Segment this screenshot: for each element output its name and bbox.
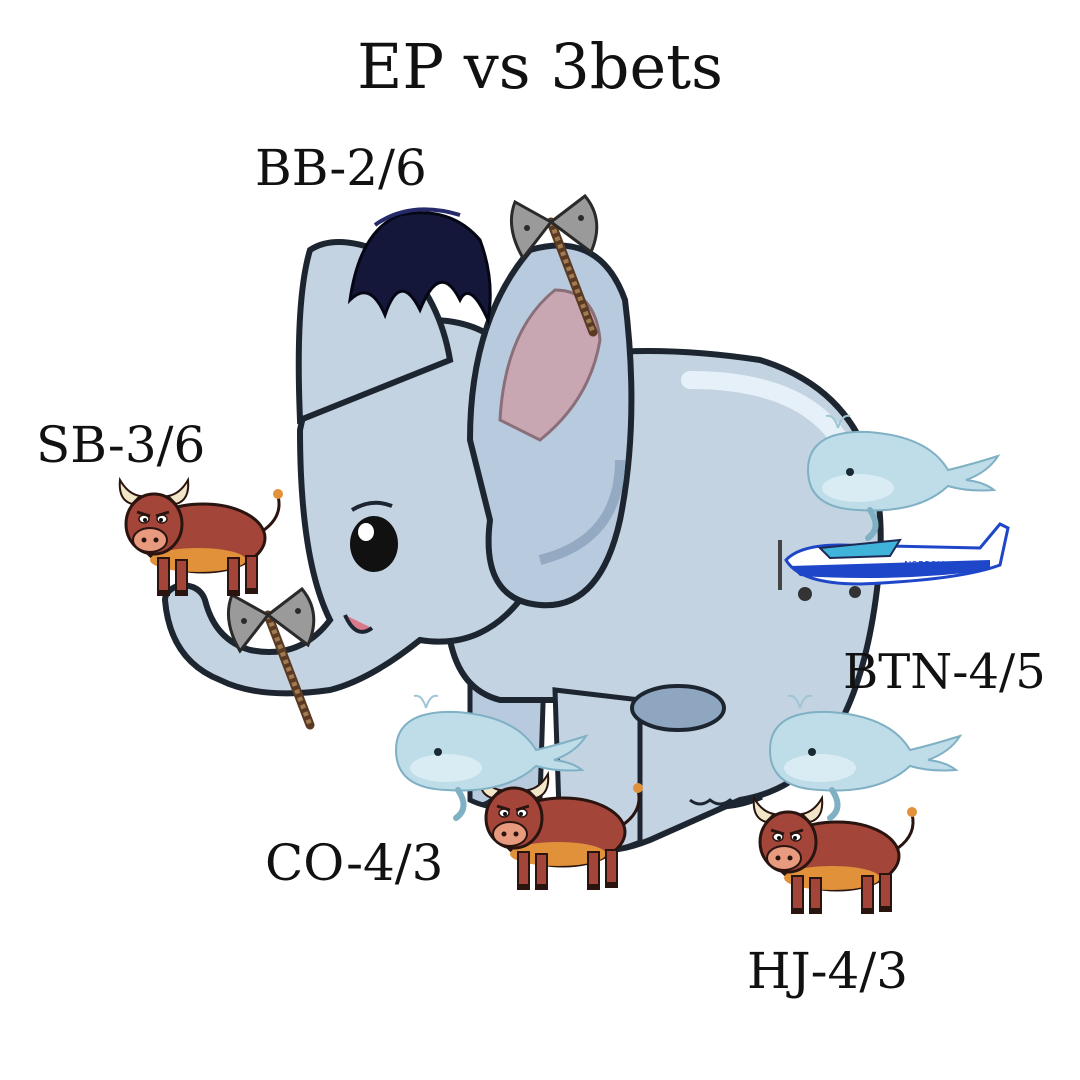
bull-icon bbox=[118, 478, 285, 598]
svg-text:N9529H: N9529H bbox=[904, 560, 944, 571]
position-label-btn: BTN-4/5 bbox=[843, 644, 1046, 700]
position-label-hj: HJ-4/3 bbox=[747, 942, 909, 1000]
whale-icon bbox=[770, 696, 960, 818]
page-title: EP vs 3bets bbox=[357, 30, 723, 103]
hair-tuft-icon bbox=[347, 207, 492, 326]
position-label-co: CO-4/3 bbox=[265, 834, 444, 892]
airplane-icon: N9529H bbox=[778, 522, 1010, 601]
position-label-sb: SB-3/6 bbox=[36, 416, 206, 474]
position-label-bb: BB-2/6 bbox=[255, 139, 427, 197]
